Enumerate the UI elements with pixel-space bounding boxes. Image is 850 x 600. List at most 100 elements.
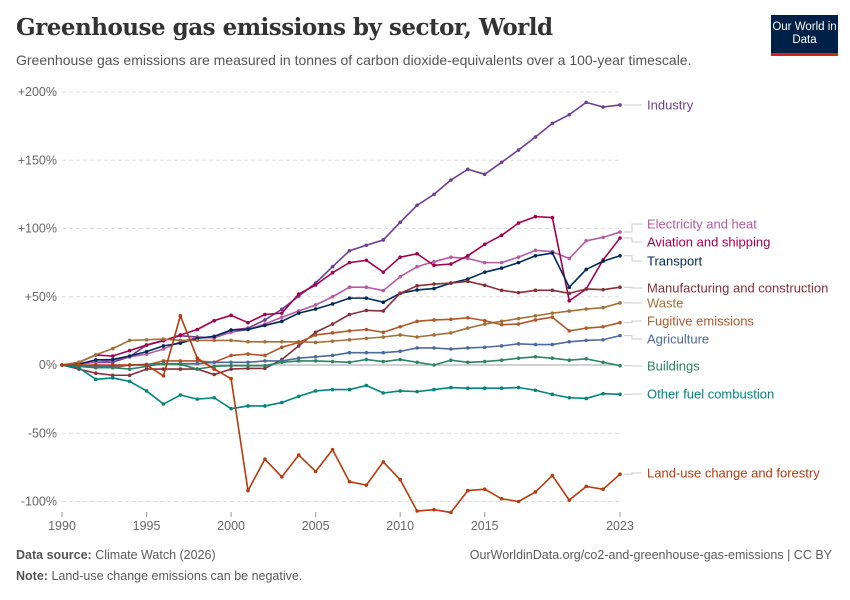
data-point [499,344,504,348]
data-point [263,457,267,461]
data-point [296,356,301,360]
data-point [110,363,115,367]
data-point [94,352,98,357]
x-tick-label: 2010 [386,519,414,533]
data-point [398,349,402,354]
data-point [263,359,267,363]
data-point [482,260,487,265]
data-point [584,484,588,489]
data-point [178,367,183,371]
data-point [77,360,81,365]
data-point [381,330,386,335]
data-point [330,294,335,299]
data-point [127,354,132,358]
data-point [280,360,284,365]
data-point [516,356,521,360]
data-point [212,318,216,323]
data-point [398,389,402,393]
data-point [499,386,504,391]
chart-url[interactable]: OurWorldinData.org/co2-and-greenhouse-ga… [469,548,832,562]
data-source-link[interactable]: Climate Watch (2026) [95,548,216,562]
data-point [161,359,166,363]
owid-logo[interactable]: Our World in Data [771,15,838,56]
data-point [567,299,572,303]
data-point [229,376,233,381]
label-connector [624,472,642,475]
data-point [364,357,369,362]
data-point [110,373,115,378]
data-point [280,307,284,312]
data-point [567,291,572,296]
data-point [466,346,470,350]
data-point [432,363,436,367]
series-label: Industry [647,98,694,113]
data-point [330,264,335,269]
data-point [110,346,115,351]
data-point [347,260,352,265]
data-point [212,395,216,400]
data-point [246,339,250,344]
data-point [94,358,98,362]
data-point [432,387,436,392]
data-point [398,274,402,279]
data-point [533,318,538,322]
data-point [229,313,233,318]
data-point [313,359,318,363]
data-point [584,267,588,272]
data-point [584,238,588,243]
series-line [61,356,621,370]
data-point [584,326,588,330]
data-point [347,350,352,355]
data-point [398,357,402,362]
data-point [381,238,386,242]
data-point [432,259,436,264]
data-point [144,337,149,342]
data-point [415,203,419,208]
data-point [229,360,233,365]
data-point [263,339,267,344]
data-point [347,329,352,333]
data-point [499,160,504,165]
data-point [466,315,470,320]
data-point [229,406,233,411]
data-point [381,359,386,364]
series-line [61,280,621,377]
data-point [584,357,588,361]
data-point [195,361,200,366]
data-point [246,404,250,408]
data-point [212,338,216,343]
data-point [161,344,166,348]
data-point [313,330,318,335]
data-point [432,286,436,291]
data-point [381,309,386,313]
data-point [330,387,335,392]
data-point [110,365,115,370]
label-connector [624,286,642,289]
data-point [482,322,487,326]
series-label: Fugitive emissions [647,314,754,329]
data-point [584,100,588,105]
series-label: Other fuel combustion [647,387,774,402]
data-point [229,367,233,371]
data-point [347,248,352,253]
data-point [398,333,402,337]
data-point [466,256,470,261]
data-point [533,342,538,347]
series-label: Electricity and heat [647,217,757,232]
data-point [212,360,216,365]
data-point [280,315,284,320]
data-point [533,135,538,139]
data-point [313,355,318,359]
data-point [161,374,166,378]
data-point [567,309,572,313]
data-point [296,311,301,315]
data-point [364,383,369,388]
series-line [62,334,621,368]
data-point [330,331,335,335]
data-point [567,498,572,502]
data-point [94,363,98,367]
data-point [263,363,267,368]
data-point [364,483,369,487]
data-point [499,358,504,363]
label-connector [624,223,642,233]
